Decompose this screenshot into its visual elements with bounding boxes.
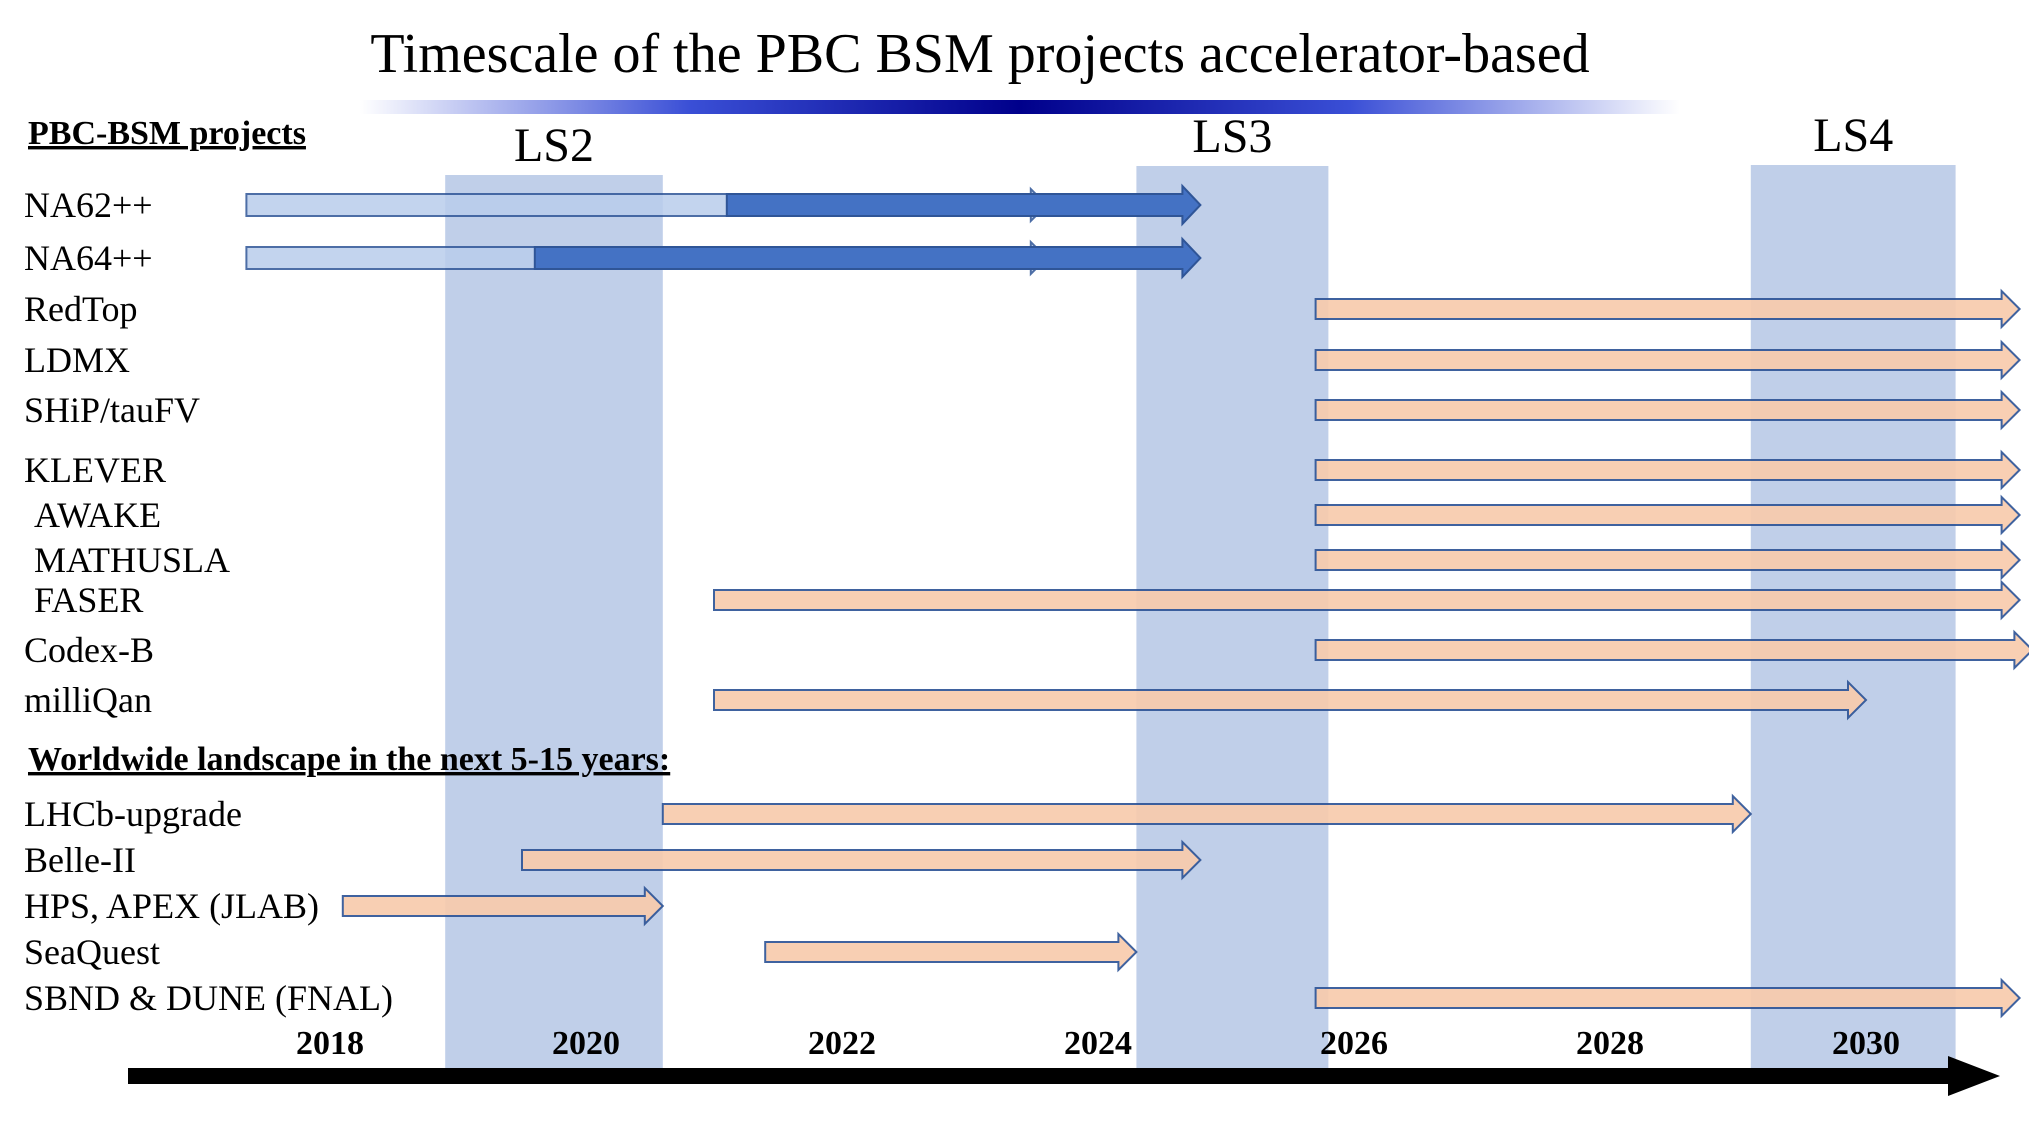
project-arrow-solid <box>725 183 1202 227</box>
project-label: milliQan <box>24 680 152 720</box>
section-heading-1: PBC-BSM projects <box>28 115 306 152</box>
project-label: RedTop <box>24 289 137 329</box>
chart-title: Timescale of the PBC BSM projects accele… <box>370 23 1589 85</box>
project-arrow <box>713 579 2022 621</box>
shutdown-label-ls4: LS4 <box>1813 109 1893 162</box>
year-tick-label: 2022 <box>808 1025 876 1062</box>
year-tick-label: 2028 <box>1576 1025 1644 1062</box>
project-label: LDMX <box>24 340 130 380</box>
time-axis: 2018 2020 2022 2024 2026 2028 2030 <box>128 1025 2000 1096</box>
title-underline <box>360 100 1680 114</box>
project-arrow <box>521 839 1202 881</box>
project-arrow <box>1314 494 2022 536</box>
year-tick-label: 2020 <box>552 1025 620 1062</box>
year-tick-label: 2030 <box>1832 1025 1900 1062</box>
project-label: FASER <box>34 580 143 620</box>
project-label: NA62++ <box>24 185 153 225</box>
year-tick-label: 2024 <box>1064 1025 1132 1062</box>
shutdown-band-ls3 <box>1136 166 1329 1078</box>
project-arrow <box>1314 288 2022 330</box>
project-label: MATHUSLA <box>34 540 230 580</box>
project-label: AWAKE <box>34 495 161 535</box>
project-label: Belle-II <box>24 840 136 880</box>
section-heading-2: Worldwide landscape in the next 5-15 yea… <box>28 741 670 778</box>
project-label: KLEVER <box>24 450 166 490</box>
project-label: NA64++ <box>24 238 153 278</box>
project-labels: PBC-BSM projects NA62++ NA64++ RedTop LDMX SH… <box>24 115 670 1018</box>
project-arrow <box>341 885 665 927</box>
project-arrow <box>1314 339 2022 381</box>
project-label: SBND & DUNE (FNAL) <box>24 978 393 1018</box>
project-label: SHiP/tauFV <box>24 390 200 430</box>
year-tick-label: 2026 <box>1320 1025 1388 1062</box>
project-arrow <box>1314 389 2022 431</box>
shutdown-label-ls2: LS2 <box>514 119 594 172</box>
axis-arrow <box>128 1056 2000 1096</box>
shutdown-band-ls2 <box>445 175 663 1078</box>
project-arrow <box>1314 629 2029 671</box>
project-label: Codex-B <box>24 630 154 670</box>
project-label: SeaQuest <box>24 932 160 972</box>
shutdown-label-ls3: LS3 <box>1192 110 1272 163</box>
project-arrow <box>661 793 1753 835</box>
project-arrow <box>1314 977 2022 1019</box>
project-arrow-solid <box>533 236 1202 280</box>
project-arrow <box>1314 539 2022 581</box>
project-arrow <box>1314 449 2022 491</box>
project-arrow <box>713 679 1868 721</box>
year-tick-label: 2018 <box>296 1025 364 1062</box>
project-arrows <box>245 183 2029 1019</box>
project-arrow <box>764 931 1138 973</box>
project-label: LHCb-upgrade <box>24 794 242 834</box>
project-label: HPS, APEX (JLAB) <box>24 886 319 926</box>
